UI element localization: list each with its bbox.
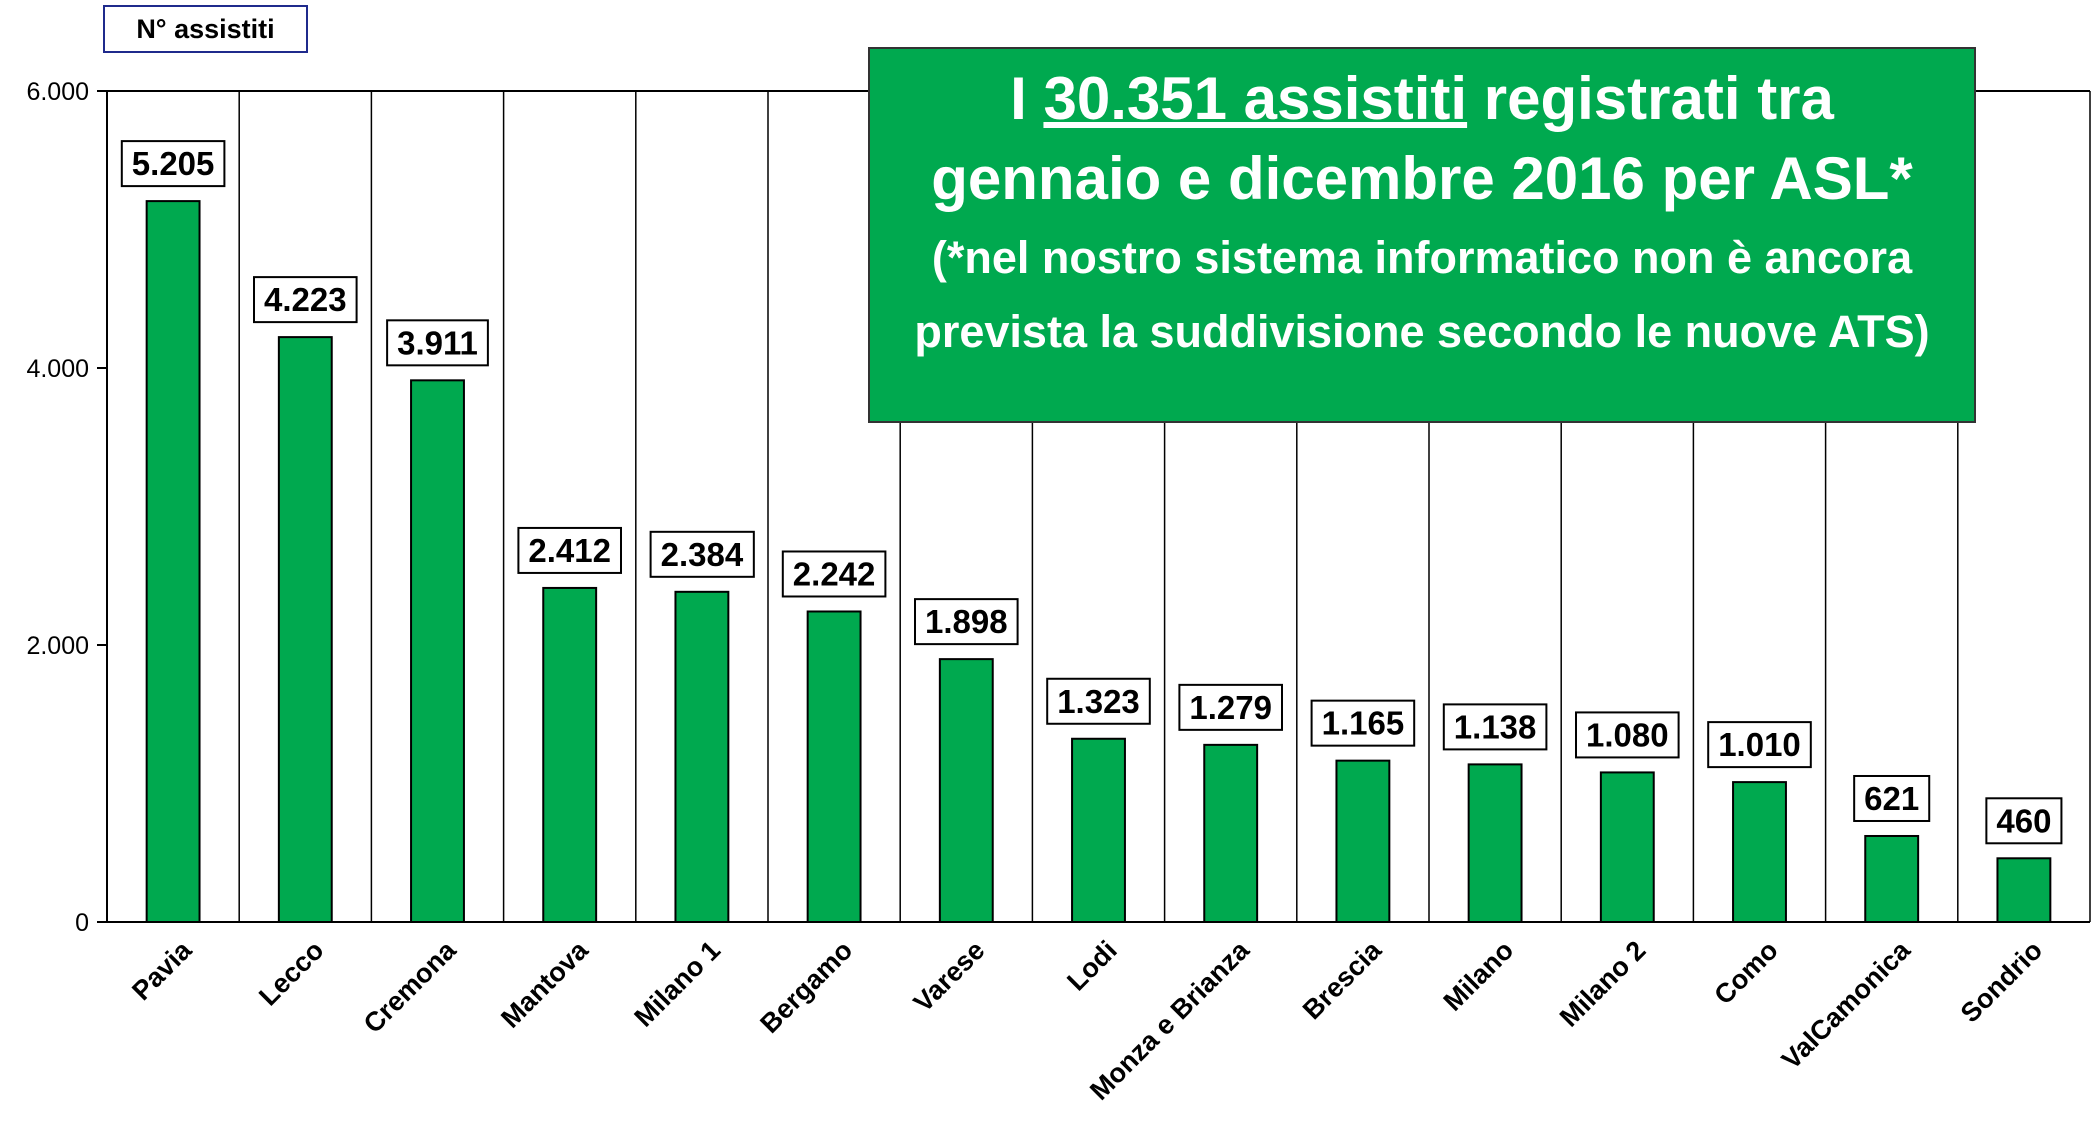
value-label: 1.323: [1057, 683, 1140, 720]
bar: [1071, 737, 1126, 924]
bar: [1335, 759, 1391, 924]
value-label: 621: [1864, 780, 1919, 817]
annotation-box: I 30.351 assistiti registrati tra gennai…: [868, 47, 1976, 423]
value-label-box: [649, 530, 755, 578]
x-tick-label: Bergamo: [754, 935, 858, 1039]
x-tick-label: Brescia: [1297, 934, 1388, 1025]
y-tick-label: 2.000: [26, 632, 89, 660]
value-label: 1.010: [1718, 726, 1801, 763]
value-label: 460: [1996, 802, 2051, 839]
y-tick-label: 0: [75, 909, 89, 937]
y-axis-label: N° assistiti: [103, 5, 308, 53]
value-label-box: [1046, 677, 1151, 725]
value-label: 1.165: [1322, 705, 1405, 742]
bar: [1732, 781, 1787, 923]
value-label: 1.138: [1454, 708, 1537, 745]
bar: [277, 336, 333, 923]
value-label: 2.242: [793, 555, 876, 592]
value-label-box: [253, 276, 358, 324]
value-label-box: [1442, 703, 1548, 751]
x-tick-label: Sondrio: [1955, 935, 2048, 1028]
bar: [1599, 771, 1655, 923]
x-tick-label: Milano 2: [1554, 935, 1652, 1033]
value-label-box: [1707, 721, 1812, 769]
x-tick-label: Mantova: [495, 934, 594, 1033]
bar: [1467, 763, 1523, 924]
value-label-box: [781, 550, 887, 598]
y-tick-label: 6.000: [26, 78, 89, 106]
x-tick-label: Milano 1: [629, 935, 727, 1033]
value-label-box: [1575, 711, 1680, 759]
value-label-box: [914, 598, 1019, 646]
value-label-box: [1985, 797, 2063, 845]
value-label-box: [120, 140, 226, 188]
bar: [938, 658, 994, 923]
value-label-box: [386, 319, 489, 367]
bar: [1996, 857, 2052, 923]
value-label: 1.279: [1189, 689, 1272, 726]
x-tick-label: ValCamonica: [1776, 934, 1917, 1075]
value-label: 5.205: [132, 145, 215, 182]
value-label: 3.911: [397, 324, 478, 361]
bar: [674, 590, 730, 923]
bar: [145, 200, 201, 924]
value-label: 1.080: [1586, 716, 1669, 753]
x-tick-label: Como: [1708, 935, 1783, 1010]
value-label: 2.412: [528, 532, 611, 569]
bar: [1864, 834, 1920, 924]
bar: [410, 379, 465, 924]
x-tick-label: Pavia: [126, 934, 198, 1006]
value-label-box: [517, 526, 622, 574]
bar: [1203, 743, 1259, 924]
annotation-text: 30.351 assistiti: [1043, 65, 1468, 132]
annotation-text: I: [1010, 65, 1044, 132]
bar: [806, 610, 862, 923]
y-tick-label: 4.000: [26, 355, 89, 383]
x-tick-label: Cremona: [358, 934, 463, 1039]
x-tick-label: Lecco: [253, 935, 329, 1011]
value-label-box: [1178, 683, 1283, 731]
annotation-text: registrati tra gennaio e dicembre 2016 p…: [931, 65, 1913, 212]
x-tick-label: Milano: [1438, 935, 1520, 1017]
annotation-text: (*nel nostro sistema informatico non è a…: [914, 232, 1930, 357]
value-label-box: [1310, 699, 1416, 747]
value-label-box: [1853, 774, 1931, 822]
value-label: 1.898: [925, 603, 1008, 640]
x-tick-label: Lodi: [1061, 935, 1123, 997]
bar: [542, 586, 598, 923]
value-label: 2.384: [661, 536, 744, 573]
x-tick-label: Varese: [908, 935, 991, 1018]
value-label: 4.223: [264, 281, 347, 318]
